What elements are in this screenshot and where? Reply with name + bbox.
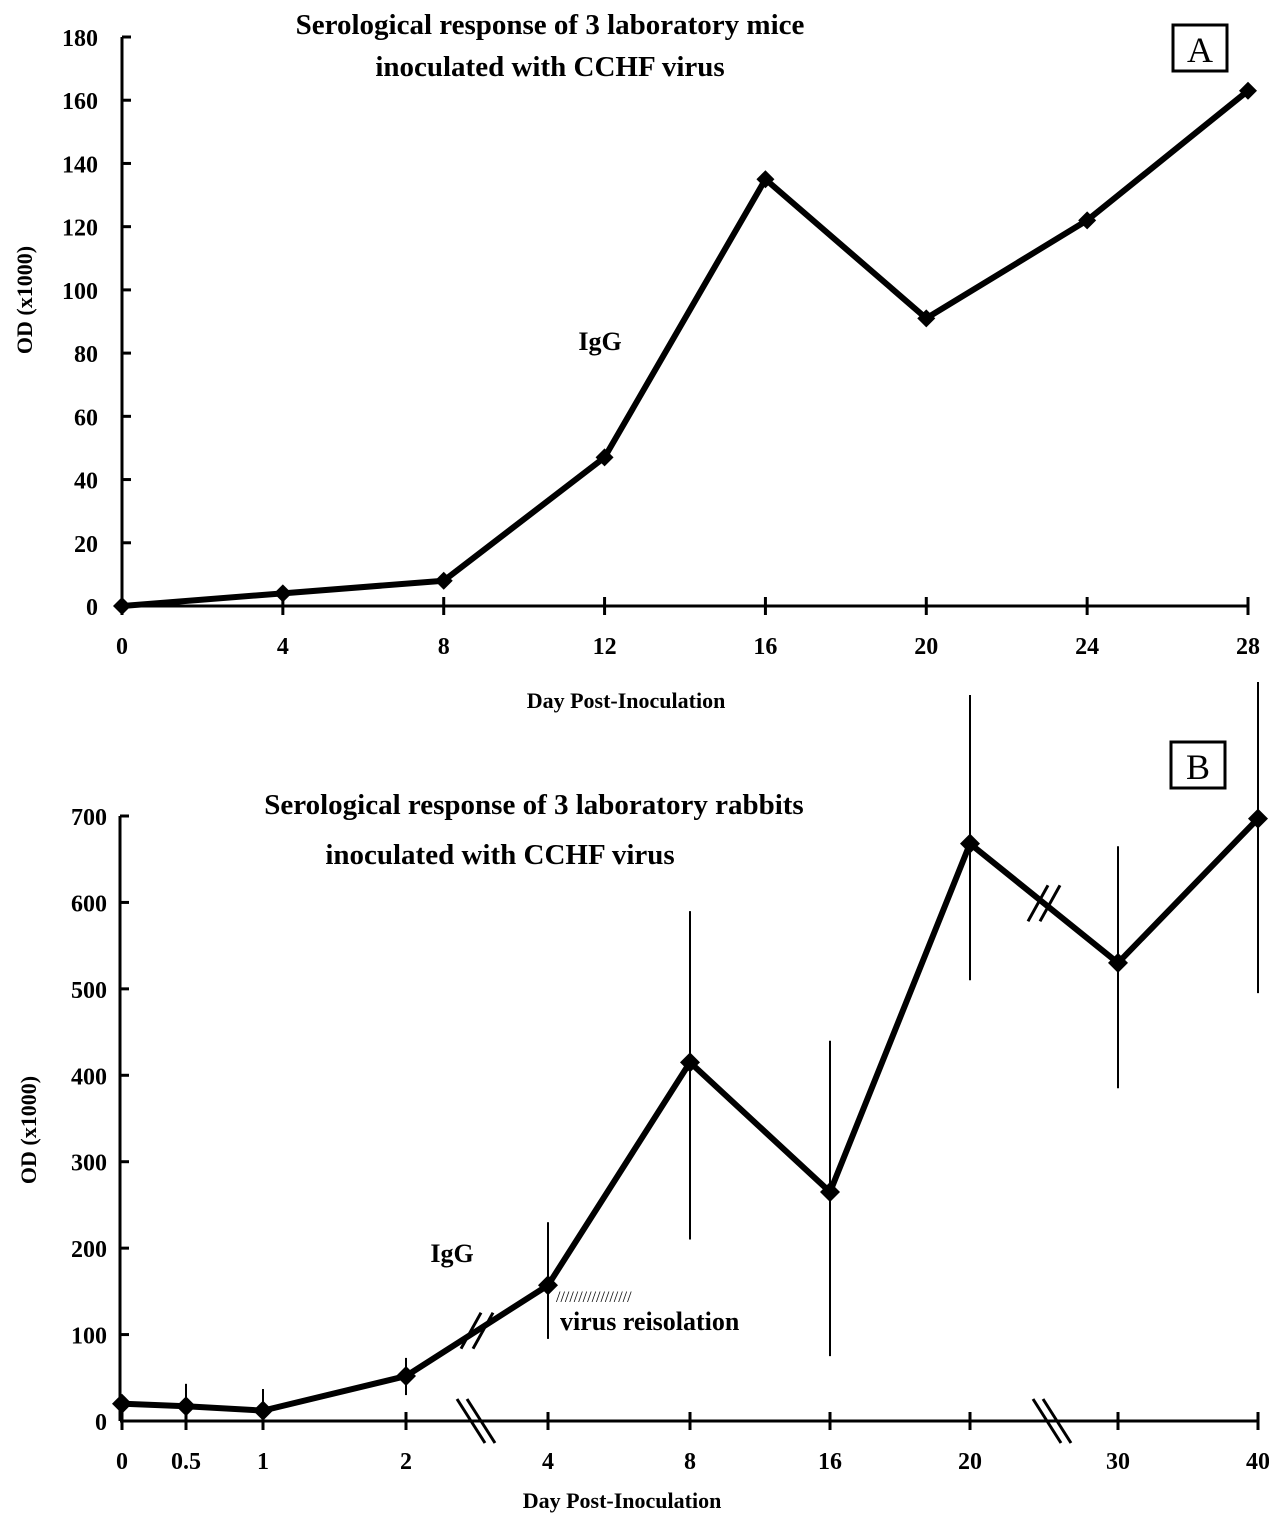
chart-a-y-tick-label: 100 — [62, 279, 98, 305]
chart-b-line-break-mark — [459, 1311, 483, 1350]
chart-a-data-point — [273, 584, 292, 603]
chart-b-axis-break-mark — [1041, 1398, 1073, 1444]
chart-b-y-tick-label: 0 — [95, 1410, 107, 1436]
chart-b-x-tick-label: 4 — [542, 1449, 554, 1475]
chart-b-x-tick-label: 16 — [818, 1449, 842, 1475]
chart-a-x-tick-label: 24 — [1075, 634, 1099, 660]
chart-a-data-point — [1239, 81, 1257, 100]
chart-a-axes: 0 20 40 60 80 100 120 140 160 180 0 4 8 12 16 20 24 28 — [62, 26, 1260, 660]
chart-a-y-tick-label: 40 — [74, 469, 98, 495]
chart-b-x-tick-label: 2 — [400, 1449, 412, 1475]
chart-b-igg-label: IgG — [430, 1239, 473, 1268]
panel-b-letter: B — [1186, 747, 1210, 787]
chart-a-y-tick-label: 80 — [74, 342, 98, 368]
chart-b-line-break-mark — [471, 1311, 495, 1350]
chart-b-series — [112, 682, 1268, 1426]
chart-a-data-point — [917, 309, 936, 328]
chart-b-x-tick-label: 30 — [1106, 1449, 1130, 1475]
chart-b-y-tick-label: 100 — [71, 1324, 107, 1350]
chart-a-title-line-2: inoculated with CCHF virus — [375, 51, 724, 83]
chart-b-reisolation-label: virus reisolation — [560, 1307, 740, 1336]
chart-b-y-tick-label: 200 — [71, 1237, 107, 1263]
chart-a-data-point — [1078, 211, 1097, 230]
chart-a-x-tick-label: 4 — [277, 634, 289, 660]
chart-b-x-tick-label: 20 — [958, 1449, 982, 1475]
chart-a-y-axis-label: OD (x1000) — [12, 246, 37, 354]
chart-b-series-line — [121, 816, 1261, 1414]
chart-a-title-line-1: Serological response of 3 laboratory mic… — [296, 9, 805, 41]
panel-a-letter-box: A — [1171, 23, 1229, 73]
chart-b-data-point — [1248, 808, 1268, 829]
chart-b-x-tick-label: 0.5 — [171, 1449, 201, 1475]
chart-b-reisolation-hatch: ///////////////// — [556, 1289, 632, 1306]
chart-b-y-axis-label: OD (x1000) — [16, 1076, 41, 1184]
chart-b-data-point — [176, 1396, 196, 1417]
chart-a-x-tick-label: 28 — [1236, 634, 1260, 660]
chart-b-axis-break-mark — [465, 1398, 497, 1444]
chart-b-data-point — [960, 833, 980, 854]
chart-b-axis-break-mark — [1031, 1398, 1063, 1444]
chart-a-x-tick-label: 12 — [593, 634, 617, 660]
chart-b-data-point — [538, 1275, 558, 1296]
chart-a-data-point — [756, 170, 775, 189]
chart-b-data-point — [253, 1400, 273, 1421]
chart-b-x-tick-label: 8 — [684, 1449, 696, 1475]
chart-a-x-tick-label: 8 — [438, 634, 450, 660]
chart-a-series — [113, 81, 1257, 615]
chart-a-y-tick-label: 160 — [62, 89, 98, 115]
chart-panel-b: Serological response of 3 laboratory rab… — [16, 682, 1269, 1513]
chart-b-data-point — [396, 1366, 416, 1387]
chart-a-x-tick-label: 16 — [753, 634, 777, 660]
chart-b-line-break-mark — [1038, 884, 1062, 923]
chart-b-axes: 0 100 200 300 400 500 600 700 0 0.5 1 2 4 8 16 20 30 40 — [71, 805, 1269, 1475]
chart-b-data-point — [1108, 952, 1128, 973]
chart-a-y-tick-label: 20 — [74, 532, 98, 558]
chart-b-data-point — [820, 1181, 840, 1202]
chart-a-x-tick-label: 20 — [914, 634, 938, 660]
chart-a-x-tick-label: 0 — [116, 634, 128, 660]
chart-b-x-tick-label: 1 — [257, 1449, 269, 1475]
chart-b-title-line-2: inoculated with CCHF virus — [325, 839, 674, 871]
chart-b-y-tick-label: 600 — [71, 891, 107, 917]
chart-a-y-tick-label: 180 — [62, 26, 98, 52]
chart-a-y-tick-label: 0 — [86, 595, 98, 621]
chart-a-x-axis-label: Day Post-Inoculation — [527, 688, 726, 713]
chart-b-data-point — [112, 1393, 132, 1414]
chart-b-title-line-1: Serological response of 3 laboratory rab… — [264, 789, 803, 821]
chart-a-data-point — [434, 571, 453, 590]
chart-b-axis-break-mark — [455, 1398, 487, 1444]
chart-b-y-tick-label: 500 — [71, 978, 107, 1004]
chart-b-x-axis-label: Day Post-Inoculation — [523, 1488, 722, 1513]
chart-b-y-tick-label: 700 — [71, 805, 107, 831]
panel-b-letter-box: B — [1169, 740, 1227, 790]
chart-b-x-tick-label: 40 — [1246, 1449, 1269, 1475]
chart-panel-a: Serological response of 3 laboratory mic… — [12, 9, 1260, 713]
chart-a-series-line — [121, 88, 1250, 609]
chart-b-x-tick-label: 0 — [116, 1449, 128, 1475]
chart-b-data-point — [680, 1052, 700, 1073]
chart-a-y-tick-label: 140 — [62, 152, 98, 178]
chart-b-line-break-mark — [1026, 884, 1050, 923]
chart-a-y-tick-label: 120 — [62, 216, 98, 242]
panel-a-letter: A — [1187, 30, 1213, 70]
chart-a-igg-label: IgG — [578, 327, 621, 356]
chart-b-y-tick-label: 300 — [71, 1151, 107, 1177]
chart-a-data-point — [595, 448, 614, 467]
chart-a-y-tick-label: 60 — [74, 405, 98, 431]
chart-b-y-tick-label: 400 — [71, 1064, 107, 1090]
chart-a-data-point — [113, 597, 131, 615]
